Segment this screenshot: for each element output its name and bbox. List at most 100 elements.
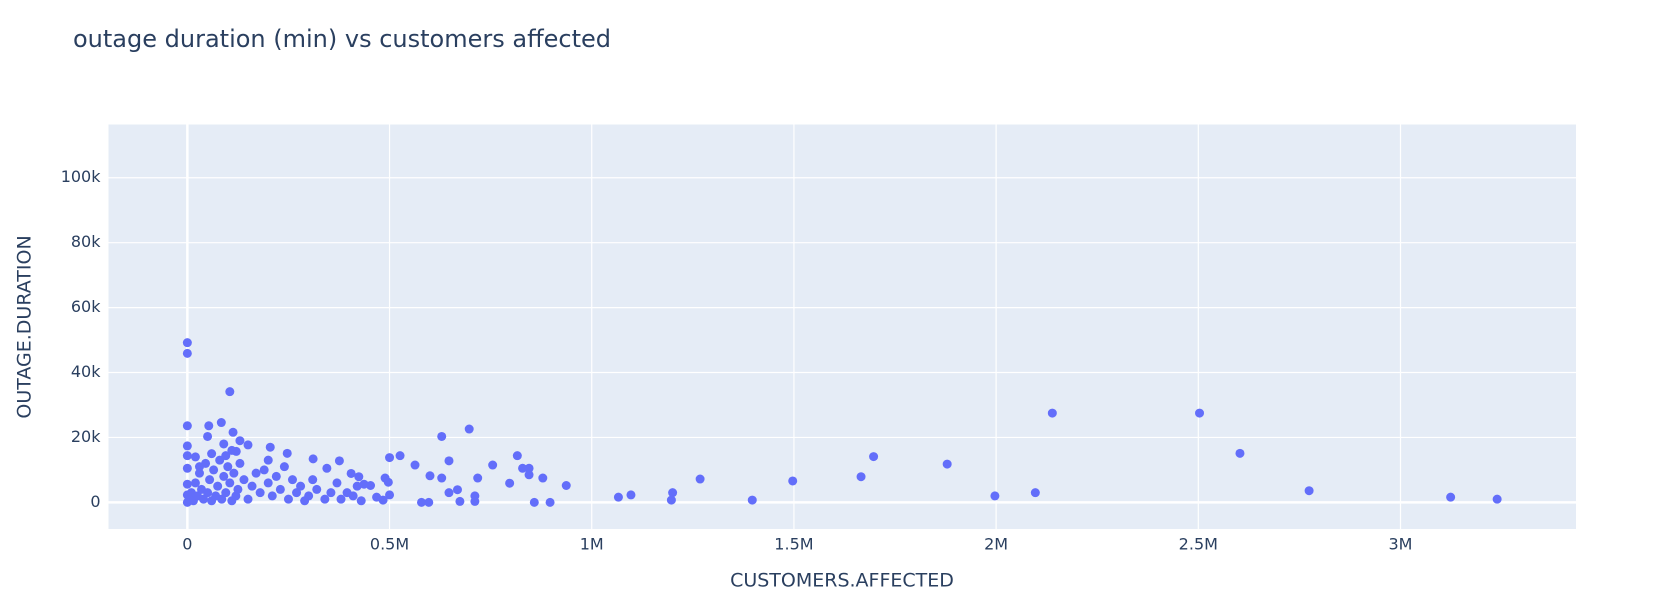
point (444, 456, 454, 466)
point (235, 436, 245, 446)
point (352, 481, 362, 491)
point (1047, 408, 1057, 418)
point (182, 463, 192, 473)
point (182, 441, 192, 451)
point (292, 488, 302, 498)
point (529, 497, 539, 507)
y-tick-label: 0 (90, 492, 100, 511)
point (225, 387, 235, 397)
point (283, 494, 293, 504)
point (190, 478, 200, 488)
point (336, 494, 346, 504)
point (312, 484, 322, 494)
point (346, 468, 356, 478)
point (1195, 408, 1205, 418)
point (538, 473, 548, 483)
point (271, 471, 281, 481)
point (235, 458, 245, 468)
point (221, 488, 231, 498)
point (424, 497, 434, 507)
x-tick-label: 1.5M (774, 535, 813, 554)
point (505, 478, 515, 488)
point (308, 454, 318, 464)
point (354, 472, 364, 482)
point (869, 452, 879, 462)
point (1446, 492, 1456, 502)
point (233, 484, 243, 494)
point (1304, 486, 1314, 496)
point (518, 463, 528, 473)
point (695, 474, 705, 484)
point (243, 440, 253, 450)
point (385, 490, 395, 500)
point (216, 418, 226, 428)
y-tick-label: 40k (71, 362, 101, 381)
point (856, 472, 866, 482)
point (207, 449, 217, 459)
point (512, 451, 522, 461)
chart-title: outage duration (min) vs customers affec… (73, 25, 611, 53)
point (182, 479, 192, 489)
x-tick-label: 2M (984, 535, 1008, 554)
plot-area (108, 124, 1576, 529)
point (239, 475, 249, 485)
point (243, 494, 253, 504)
point (332, 478, 342, 488)
point (437, 431, 447, 441)
point (229, 468, 239, 478)
point (990, 491, 1000, 501)
point (194, 462, 204, 472)
point (488, 460, 498, 470)
point (275, 484, 285, 494)
point (356, 496, 366, 506)
point (182, 451, 192, 461)
point (545, 497, 555, 507)
point (199, 494, 209, 504)
point (255, 488, 265, 498)
point (287, 475, 297, 485)
point (322, 463, 332, 473)
point (613, 492, 623, 502)
point (452, 485, 462, 495)
point (182, 338, 192, 348)
point (203, 431, 213, 441)
x-tick-label: 0.5M (370, 535, 409, 554)
point (385, 453, 395, 463)
point (359, 479, 369, 489)
x-tick-label: 0 (182, 535, 192, 554)
point (395, 451, 405, 461)
point (213, 481, 223, 491)
point (455, 496, 465, 506)
point (747, 495, 757, 505)
point (380, 473, 390, 483)
point (668, 488, 678, 498)
point (225, 478, 235, 488)
point (296, 481, 306, 491)
point (308, 475, 318, 485)
point (190, 452, 200, 462)
point (215, 455, 225, 465)
point (334, 456, 344, 466)
point (372, 492, 382, 502)
point (227, 445, 237, 455)
point (219, 439, 229, 449)
point (247, 481, 257, 491)
point (203, 488, 213, 498)
point (217, 494, 227, 504)
point (326, 488, 336, 498)
point (282, 448, 292, 458)
x-tick-label: 3M (1389, 535, 1413, 554)
point (228, 427, 238, 437)
point (182, 348, 192, 358)
point (666, 495, 676, 505)
point (219, 471, 229, 481)
point (942, 459, 952, 469)
point (788, 476, 798, 486)
point (320, 494, 330, 504)
x-axis-title: CUSTOMERS.AFFECTED (730, 570, 954, 592)
y-tick-label: 20k (71, 427, 101, 446)
y-tick-label: 60k (71, 297, 101, 316)
point (473, 473, 483, 483)
point (304, 491, 314, 501)
point (263, 455, 273, 465)
